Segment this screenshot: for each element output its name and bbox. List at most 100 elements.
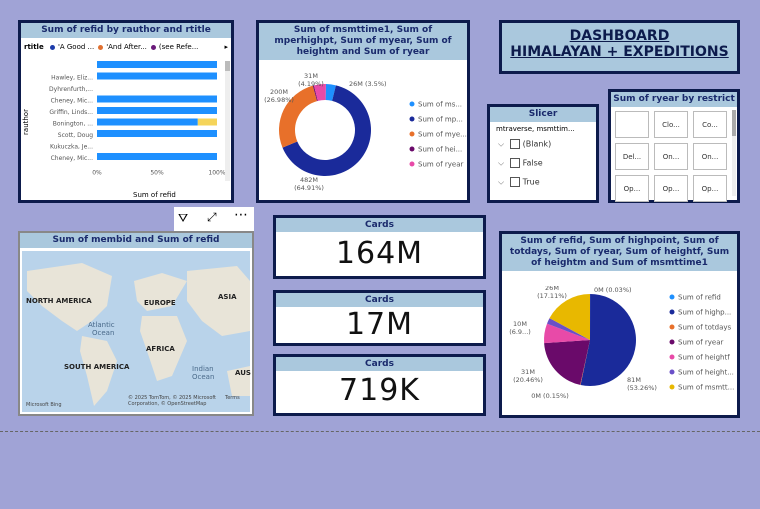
bar-chart-panel[interactable]: Sum of refid by rauthor and rtitle rtitl… bbox=[18, 20, 234, 203]
legend-dot-icon bbox=[409, 161, 415, 167]
pie-slice[interactable] bbox=[544, 323, 590, 344]
pie-legend-item[interactable]: Sum of msmtt... bbox=[678, 384, 734, 392]
header-line2: HIMALAYAN + EXPEDITIONS bbox=[510, 44, 729, 60]
bar-segment[interactable] bbox=[97, 130, 217, 137]
donut-slice[interactable] bbox=[325, 84, 336, 101]
focus-mode-icon[interactable]: ⤢ bbox=[207, 210, 217, 224]
bar-segment[interactable] bbox=[197, 118, 217, 126]
world-map[interactable] bbox=[22, 251, 250, 412]
slicer-panel[interactable]: Slicer mtraverse, msmttim... ⌵ (Blank) ⌵ … bbox=[487, 104, 599, 203]
map-attribution: © 2025 TomTom, © 2025 Microsoft Corporat… bbox=[128, 395, 217, 407]
map-terms-link[interactable]: Terms bbox=[225, 395, 240, 401]
slicer-option[interactable]: ⌵ (Blank) bbox=[498, 139, 551, 150]
filter-icon[interactable]: ⛛ bbox=[178, 211, 189, 225]
restrict-buttons-panel[interactable]: Sum of ryear by restrict Clo... Co... Del.… bbox=[608, 89, 740, 203]
legend-dot-icon bbox=[669, 339, 675, 345]
restrict-button[interactable]: On... bbox=[693, 143, 727, 170]
pie-legend-item[interactable]: Sum of refid bbox=[678, 294, 721, 302]
scrollbar[interactable] bbox=[225, 61, 230, 181]
map-label-indian-ocean: Ocean bbox=[192, 373, 215, 381]
chevron-down-icon[interactable]: ⌵ bbox=[498, 158, 505, 168]
bar-segment[interactable] bbox=[97, 72, 217, 80]
checkbox[interactable] bbox=[509, 139, 520, 149]
pie-legend-item[interactable]: Sum of height... bbox=[678, 369, 734, 377]
legend-dot-icon bbox=[669, 309, 675, 315]
donut-chart-panel[interactable]: Sum of msmttime1, Sum of mperhighpt, Sum… bbox=[256, 20, 470, 203]
donut-data-label: 200M bbox=[270, 88, 288, 96]
bar-segment[interactable] bbox=[97, 153, 217, 160]
pie-chart-panel[interactable]: Sum of refid, Sum of highpoint, Sum of t… bbox=[499, 231, 740, 418]
map-label-indian: Indian bbox=[192, 365, 214, 373]
donut-data-label: 482M bbox=[300, 176, 318, 184]
bar-legend-item[interactable]: (see Refe... bbox=[150, 43, 198, 51]
map-label-asia: ASIA bbox=[218, 293, 237, 301]
legend-dot-icon bbox=[409, 116, 415, 122]
restrict-button[interactable]: Op... bbox=[615, 175, 649, 202]
donut-legend-item[interactable]: Sum of mp... bbox=[418, 116, 463, 124]
donut-slice[interactable] bbox=[312, 85, 318, 102]
bar-row-label: Cheney, Mic... bbox=[51, 155, 94, 162]
pie-slice[interactable] bbox=[580, 340, 590, 386]
donut-legend-item[interactable]: Sum of ryear bbox=[418, 161, 464, 169]
checkbox[interactable] bbox=[509, 177, 520, 187]
more-options-icon[interactable]: ⋯ bbox=[234, 207, 248, 223]
bar-segment[interactable] bbox=[97, 61, 217, 68]
bar-legend-item[interactable]: 'A Good ... bbox=[49, 43, 94, 51]
restrict-button[interactable]: Clo... bbox=[654, 111, 688, 138]
bar-row-label: Kukuczka, Je... bbox=[50, 144, 93, 151]
slicer-option-label: False bbox=[522, 158, 543, 168]
legend-dot-icon bbox=[49, 44, 55, 50]
pie-legend-item[interactable]: Sum of highp... bbox=[678, 309, 731, 317]
chevron-down-icon[interactable]: ⌵ bbox=[498, 139, 505, 149]
donut-slice[interactable] bbox=[282, 85, 371, 177]
card-2[interactable]: Cards 17M bbox=[273, 290, 486, 346]
checkbox[interactable] bbox=[509, 158, 520, 168]
legend-dot-icon bbox=[669, 354, 675, 360]
map-label-atlantic: Atlantic bbox=[88, 321, 115, 329]
slicer-option-label: (Blank) bbox=[522, 139, 552, 149]
pie-data-label: 26M bbox=[545, 286, 559, 292]
donut-slice[interactable] bbox=[313, 84, 326, 101]
slicer-option[interactable]: ⌵ True bbox=[498, 177, 540, 188]
scrollbar[interactable] bbox=[732, 110, 736, 196]
restrict-button[interactable]: On... bbox=[654, 143, 688, 170]
bar-row-label: Scott, Doug bbox=[58, 132, 93, 139]
pie-legend-item[interactable]: Sum of totdays bbox=[678, 324, 732, 332]
bar-row-label: Bonington, ... bbox=[53, 121, 93, 128]
chevron-right-icon[interactable]: ▸ bbox=[224, 43, 228, 51]
card-3-title: Cards bbox=[276, 357, 483, 371]
bar-legend-item[interactable]: 'And After... bbox=[98, 43, 147, 51]
legend-dot-icon bbox=[98, 44, 104, 50]
card-3-value: 719K bbox=[339, 373, 420, 408]
donut-chart-title: Sum of msmttime1, Sum of mperhighpt, Sum… bbox=[259, 23, 467, 60]
card-2-title: Cards bbox=[276, 293, 483, 307]
card-3[interactable]: Cards 719K bbox=[273, 354, 486, 416]
restrict-button[interactable] bbox=[615, 111, 649, 138]
donut-legend-item[interactable]: Sum of mye... bbox=[418, 131, 467, 139]
bar-chart-title: Sum of refid by rauthor and rtitle bbox=[21, 23, 231, 38]
donut-legend-item[interactable]: Sum of ms... bbox=[418, 101, 462, 109]
visual-toolbar: ⛛ ⤢ ⋯ bbox=[174, 207, 254, 231]
donut-data-label: (4.19%) bbox=[298, 80, 324, 88]
card-1[interactable]: Cards 164M bbox=[273, 215, 486, 279]
restrict-button[interactable]: Op... bbox=[693, 175, 727, 202]
restrict-button[interactable]: Op... bbox=[654, 175, 688, 202]
pie-slice[interactable] bbox=[544, 340, 590, 385]
restrict-button[interactable]: Co... bbox=[693, 111, 727, 138]
restrict-button[interactable]: Del... bbox=[615, 143, 649, 170]
slicer-option[interactable]: ⌵ False bbox=[498, 158, 543, 169]
map-panel[interactable]: Sum of membid and Sum of refid NORTH AME… bbox=[18, 231, 254, 416]
pie-slice[interactable] bbox=[547, 318, 590, 340]
pie-slice[interactable] bbox=[580, 294, 636, 386]
pie-legend-item[interactable]: Sum of ryear bbox=[678, 339, 724, 347]
bar-segment[interactable] bbox=[97, 107, 217, 114]
pie-legend-item[interactable]: Sum of heightf bbox=[678, 354, 730, 362]
card-1-value: 164M bbox=[335, 236, 424, 271]
donut-slice[interactable] bbox=[279, 85, 318, 148]
bar-segment[interactable] bbox=[97, 95, 217, 103]
pie-data-label: (53.26%) bbox=[627, 384, 657, 392]
chevron-down-icon[interactable]: ⌵ bbox=[498, 177, 505, 187]
bar-segment[interactable] bbox=[97, 118, 198, 126]
donut-legend-item[interactable]: Sum of hei... bbox=[418, 146, 462, 154]
pie-slice[interactable] bbox=[549, 294, 590, 340]
